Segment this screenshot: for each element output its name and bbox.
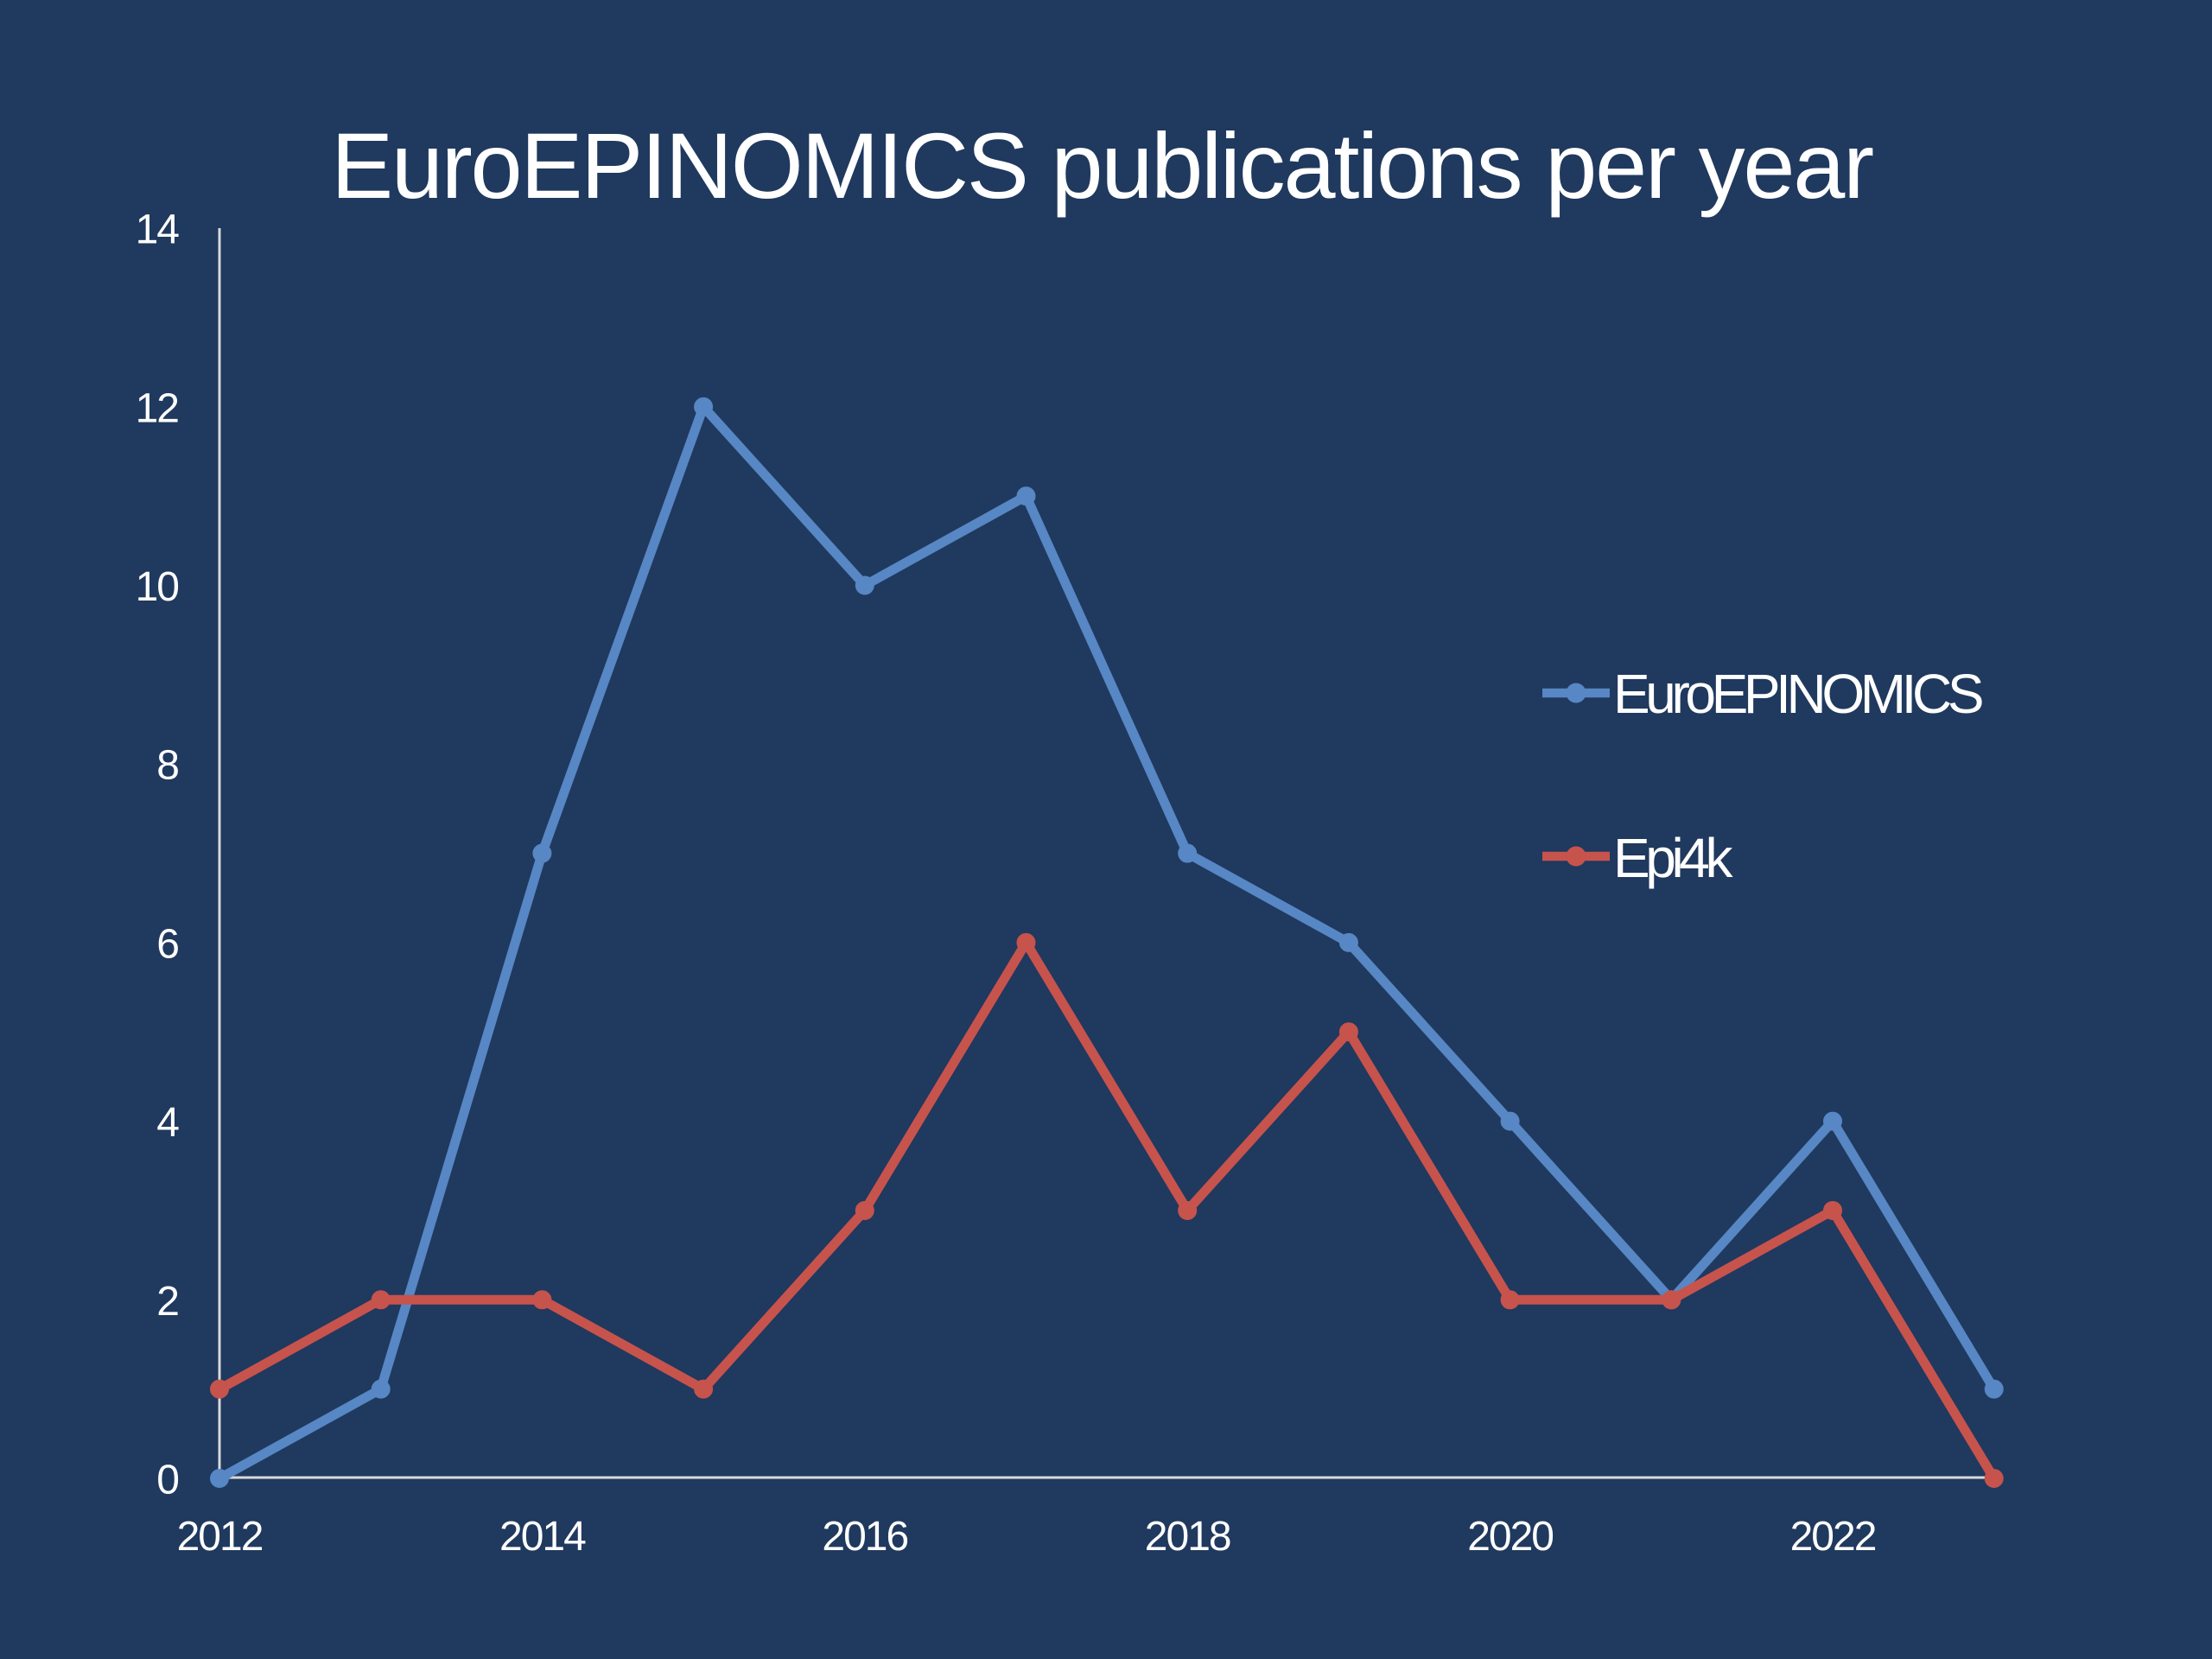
svg-text:EuroEPINOMICS publications per: EuroEPINOMICS publications per year <box>331 113 1873 218</box>
svg-text:14: 14 <box>136 207 180 253</box>
svg-text:12: 12 <box>136 385 179 431</box>
svg-text:2020: 2020 <box>1467 1514 1553 1560</box>
svg-text:2012: 2012 <box>177 1514 263 1560</box>
svg-text:4: 4 <box>156 1100 179 1146</box>
svg-text:Epi4k: Epi4k <box>1613 827 1733 889</box>
svg-text:8: 8 <box>156 743 178 789</box>
svg-text:2018: 2018 <box>1145 1514 1230 1560</box>
svg-text:2022: 2022 <box>1790 1514 1876 1560</box>
svg-text:2016: 2016 <box>822 1514 907 1560</box>
svg-text:0: 0 <box>156 1458 178 1503</box>
svg-text:2014: 2014 <box>499 1514 586 1560</box>
svg-text:2: 2 <box>156 1279 178 1325</box>
svg-text:EuroEPINOMICS: EuroEPINOMICS <box>1613 663 1982 725</box>
svg-text:10: 10 <box>136 564 179 610</box>
svg-text:6: 6 <box>156 921 178 967</box>
